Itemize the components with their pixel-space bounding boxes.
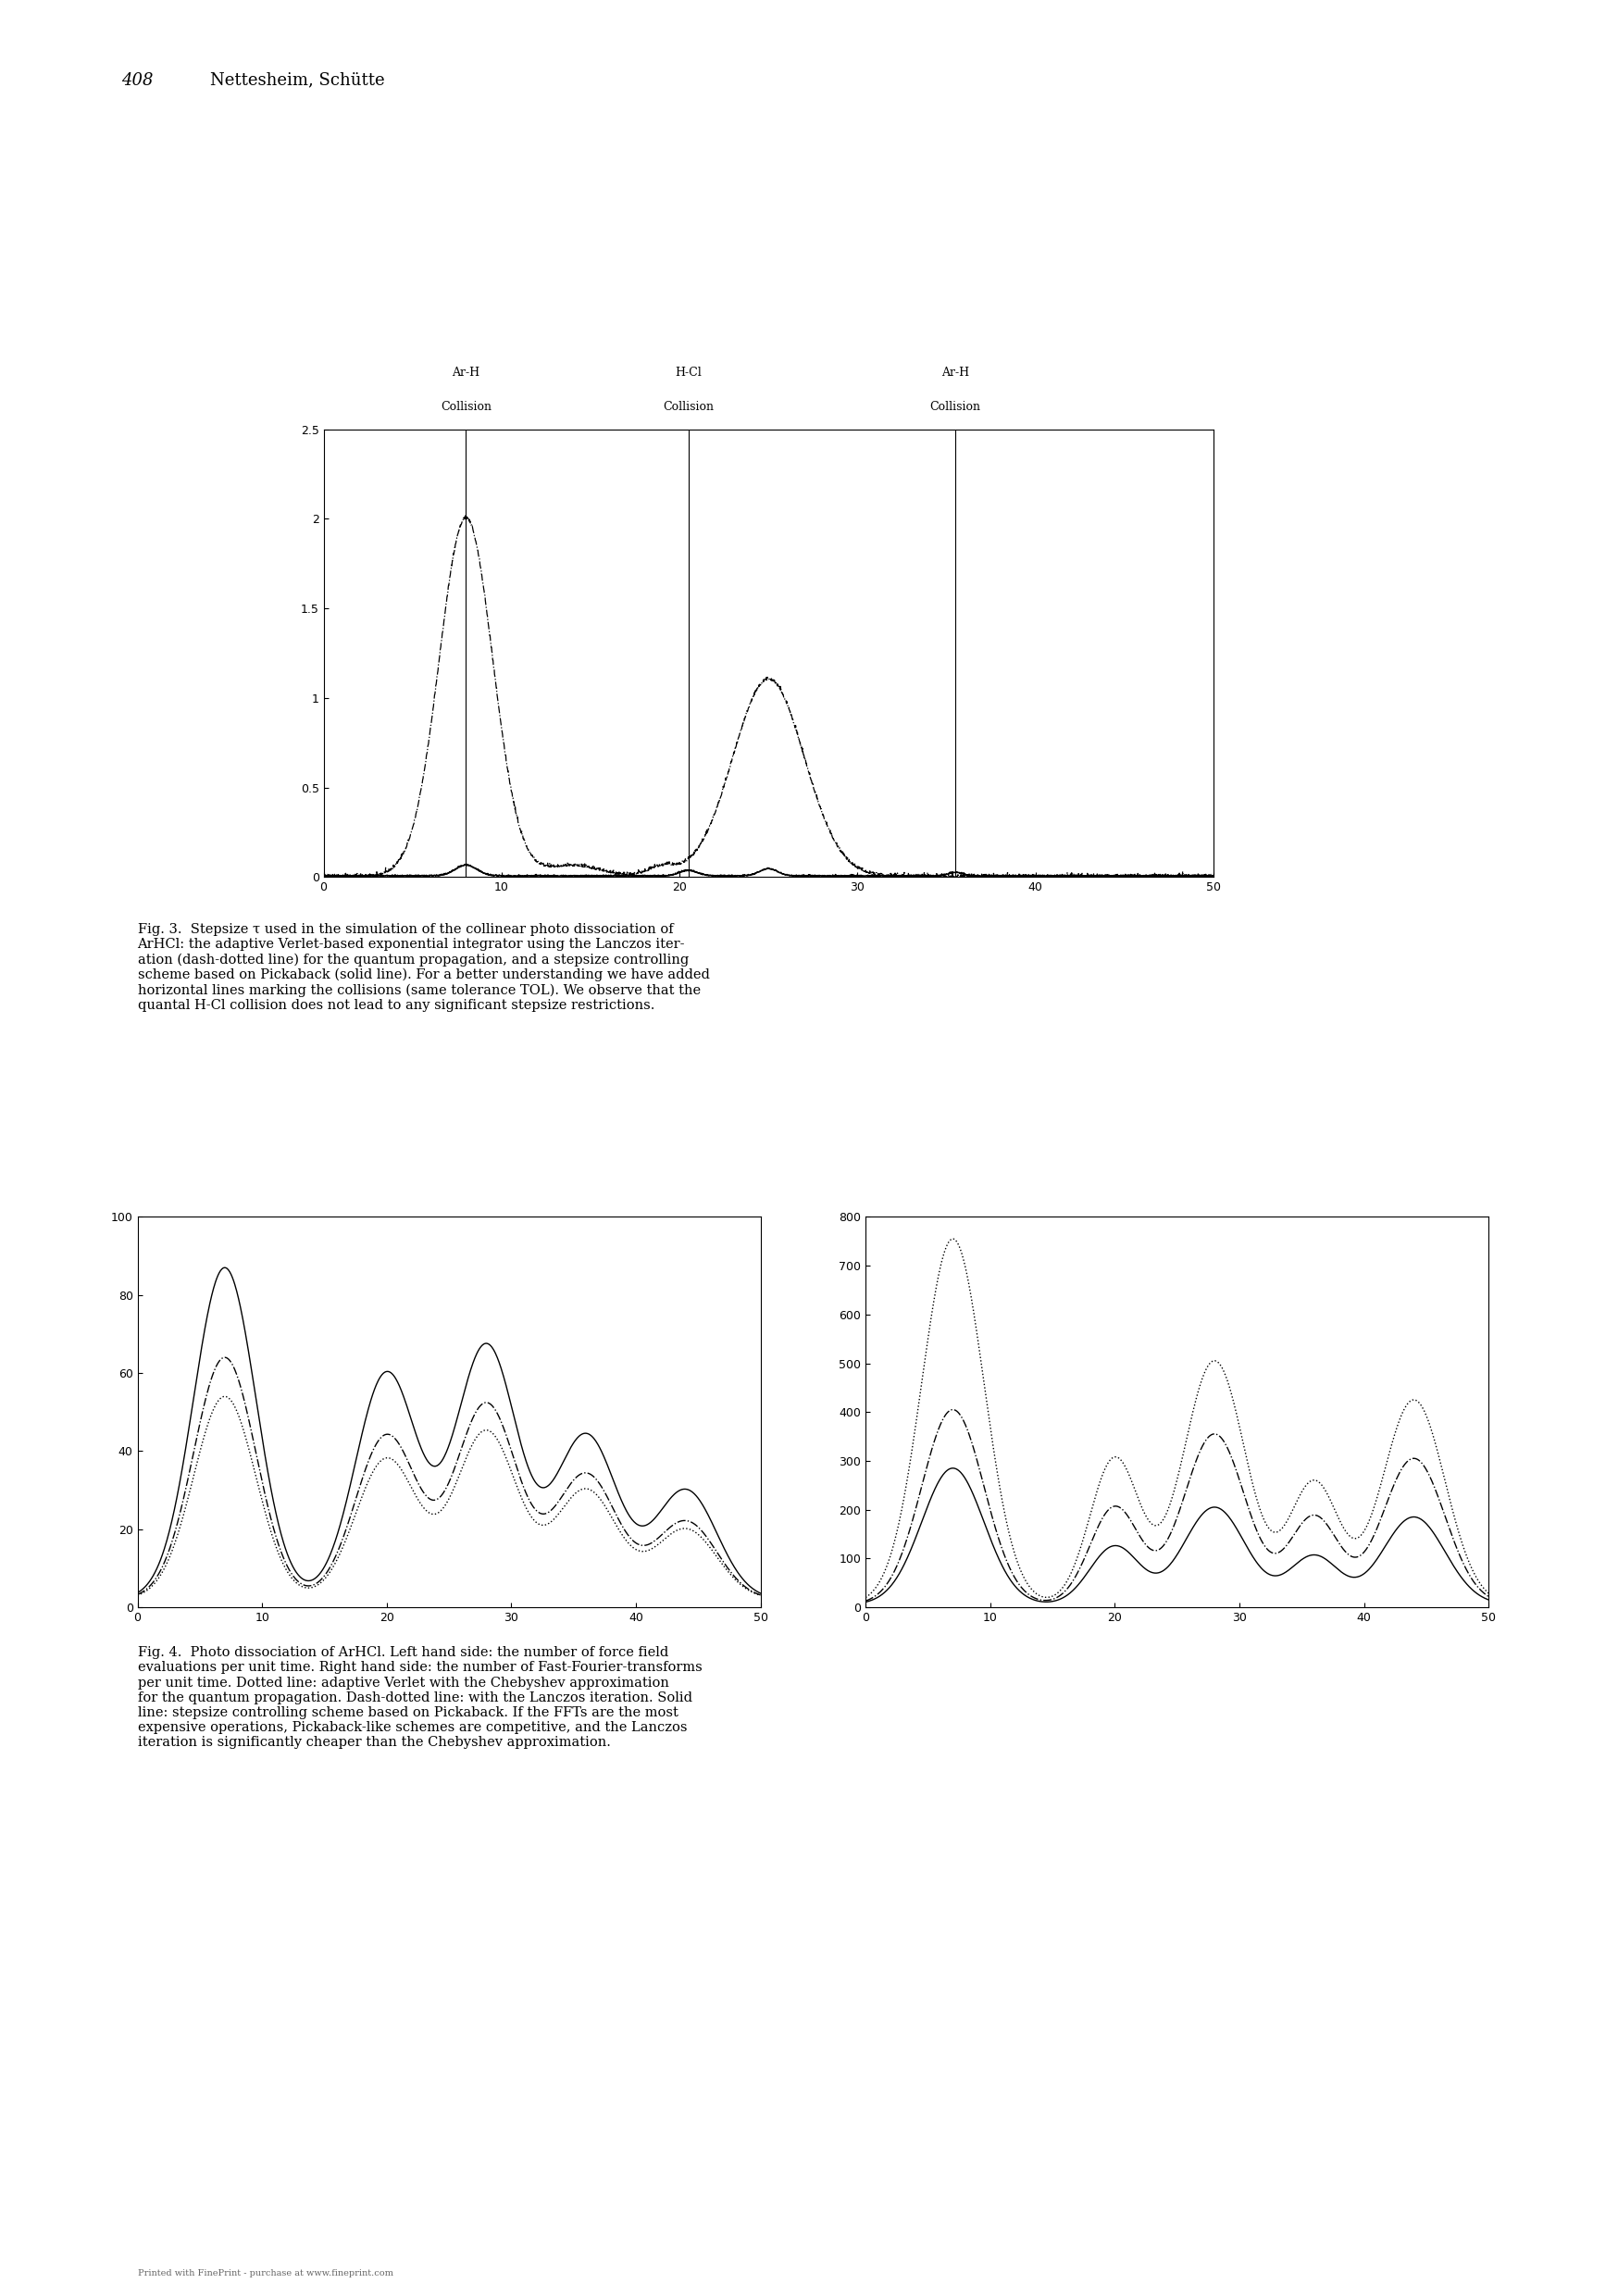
Text: Printed with FinePrint - purchase at www.fineprint.com: Printed with FinePrint - purchase at www… bbox=[138, 2268, 393, 2278]
Text: Collision: Collision bbox=[930, 402, 981, 413]
Text: H-Cl: H-Cl bbox=[675, 367, 702, 379]
Text: Collision: Collision bbox=[663, 402, 714, 413]
Text: Ar-H: Ar-H bbox=[942, 367, 969, 379]
Text: Nettesheim, Schütte: Nettesheim, Schütte bbox=[210, 71, 385, 90]
Text: 408: 408 bbox=[121, 71, 154, 90]
Text: Fig. 3.  Stepsize τ used in the simulation of the collinear photo dissociation o: Fig. 3. Stepsize τ used in the simulatio… bbox=[138, 923, 709, 1013]
Text: Ar-H: Ar-H bbox=[451, 367, 481, 379]
Text: Fig. 4.  Photo dissociation of ArHCl. Left hand side: the number of force field
: Fig. 4. Photo dissociation of ArHCl. Lef… bbox=[138, 1646, 702, 1750]
Text: Collision: Collision bbox=[440, 402, 492, 413]
